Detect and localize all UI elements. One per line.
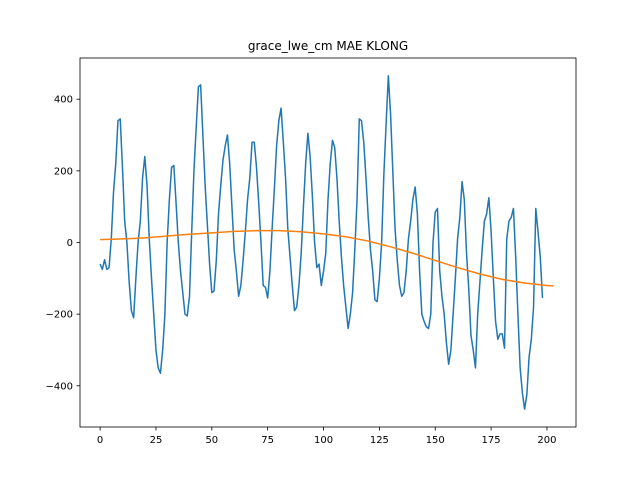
x-tick-label: 200 [537, 435, 556, 446]
y-tick-label: 200 [54, 166, 73, 177]
x-tick-label: 75 [261, 435, 274, 446]
x-tick-label: 150 [426, 435, 445, 446]
y-tick-label: 400 [54, 95, 73, 106]
y-tick-label: −400 [46, 381, 73, 392]
series-line-0 [99, 75, 544, 410]
series-line-1 [100, 229, 554, 287]
x-tick-label: 50 [205, 435, 218, 446]
plot-frame [79, 57, 577, 428]
series-layer [99, 75, 554, 410]
x-tick-label: 0 [97, 435, 103, 446]
y-tick-label: 0 [67, 238, 73, 249]
chart-title: grace_lwe_cm MAE KLONG [248, 39, 408, 53]
tick-layer: 0 25 50 75 100 125 150 175 200 −400 −200 0 200 400 [46, 95, 557, 446]
y-tick-label: −200 [46, 310, 73, 321]
x-tick-label: 100 [314, 435, 333, 446]
x-tick-label: 125 [370, 435, 389, 446]
x-tick-label: 175 [482, 435, 501, 446]
x-tick-label: 25 [150, 435, 163, 446]
